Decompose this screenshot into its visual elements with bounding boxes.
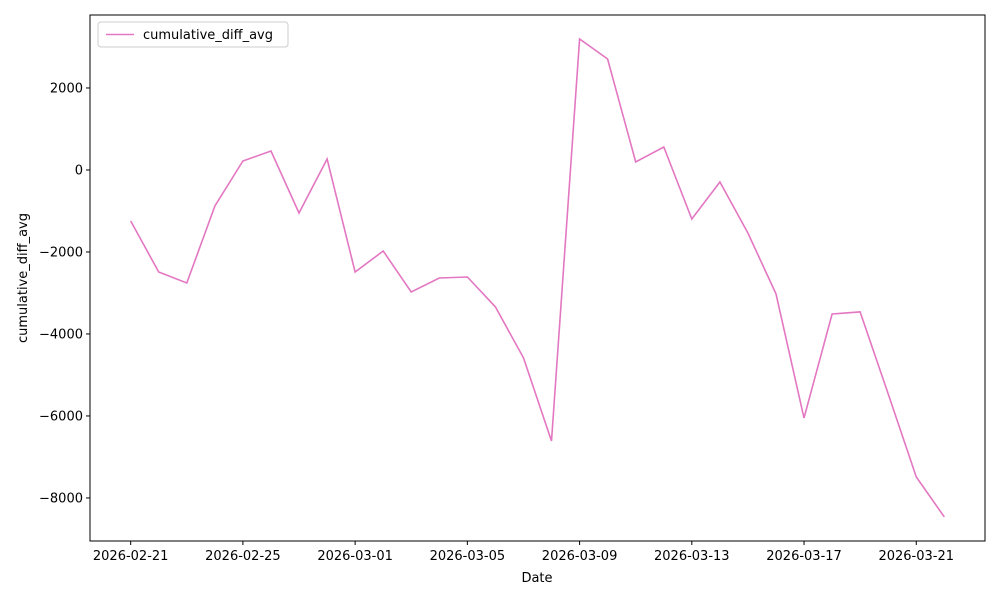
y-tick-label: 2000 <box>50 81 83 96</box>
x-tick-label: 2026-03-17 <box>766 549 842 564</box>
y-tick-label: −4000 <box>39 327 83 342</box>
x-tick-label: 2026-03-05 <box>430 549 506 564</box>
legend-box <box>97 21 289 48</box>
line <box>129 37 945 518</box>
x-tick-label: 2026-02-21 <box>93 549 169 564</box>
y-tick-label: 0 <box>75 163 83 178</box>
x-tick-label: 2026-03-09 <box>542 549 618 564</box>
x-tick-label: 2026-03-21 <box>878 549 954 564</box>
x-tick-label: 2026-02-25 <box>205 549 281 564</box>
y-tick-label: −6000 <box>39 409 83 424</box>
y-axis-label: cumulative_diff_avg <box>16 213 31 343</box>
y-tick-label: −2000 <box>39 245 83 260</box>
x-tick-label: 2026-03-13 <box>654 549 730 564</box>
x-tick-label: 2026-03-01 <box>317 549 393 564</box>
legend-label: cumulative_diff_avg <box>143 28 273 43</box>
plot-frame <box>89 14 986 542</box>
y-tick-label: −8000 <box>39 491 83 506</box>
x-axis-label: Date <box>521 571 552 586</box>
